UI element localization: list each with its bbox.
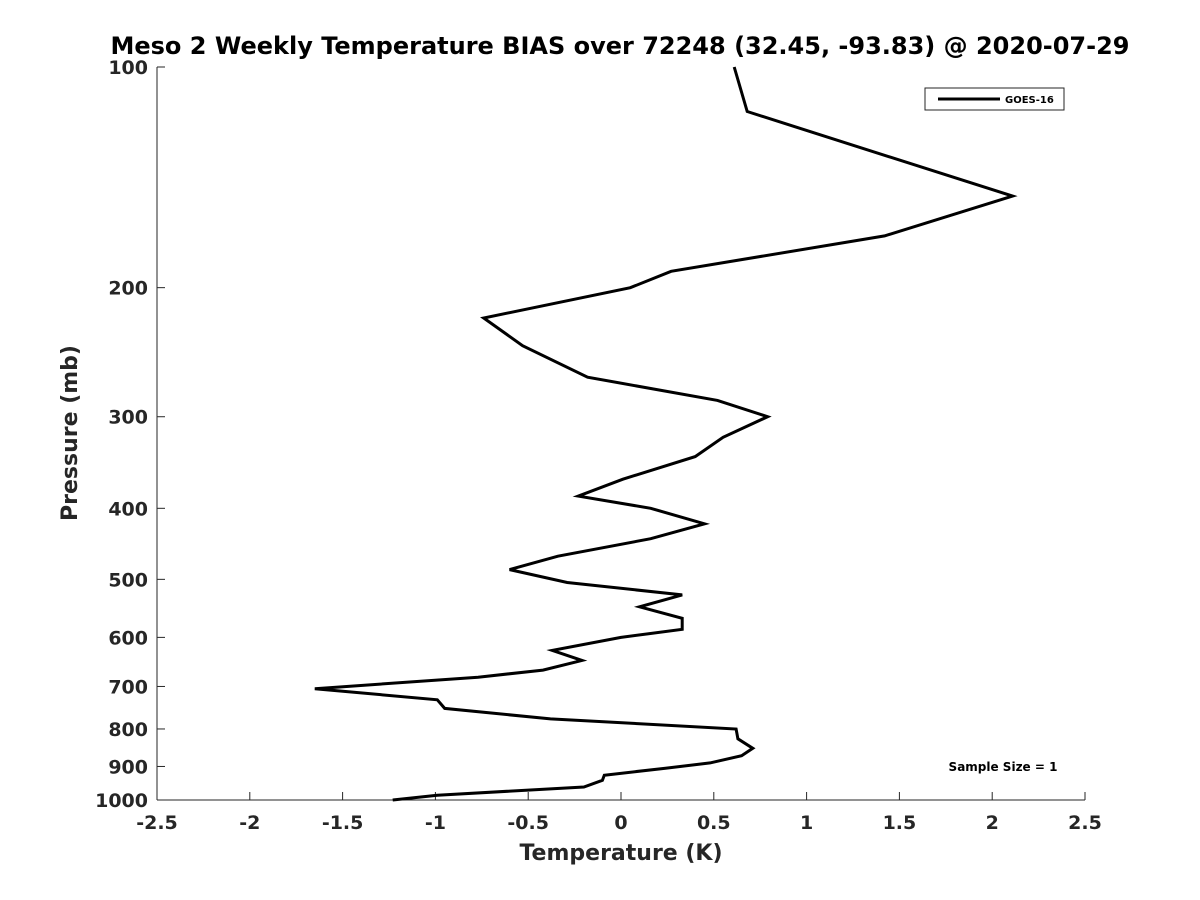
y-tick-label: 700 bbox=[108, 676, 148, 698]
y-tick-label: 400 bbox=[108, 498, 148, 520]
x-tick-label: -0.5 bbox=[507, 812, 549, 834]
x-axis-label: Temperature (K) bbox=[519, 841, 722, 866]
y-tick-label: 900 bbox=[108, 756, 148, 778]
series-layer bbox=[314, 66, 1018, 802]
x-tick-label: 1 bbox=[800, 812, 813, 834]
y-tick-label: 600 bbox=[108, 627, 148, 649]
x-tick-label: -2 bbox=[239, 812, 260, 834]
y-axis-label: Pressure (mb) bbox=[58, 345, 83, 521]
y-tick-label: 300 bbox=[108, 407, 148, 429]
x-tick-label: -1 bbox=[425, 812, 446, 834]
series-line-goes-16 bbox=[314, 66, 1018, 802]
legend: GOES-16 bbox=[924, 87, 1065, 111]
sample-size-annotation: Sample Size = 1 bbox=[949, 760, 1058, 774]
plot-area: -2.5 -2 -1.5 -1 -0.5 0 0.5 1 1.5 2 2.5 100 200 300 40… bbox=[95, 57, 1102, 834]
y-tick-label: 200 bbox=[108, 278, 148, 300]
x-tick-label: 0.5 bbox=[697, 812, 731, 834]
legend-label-goes-16: GOES-16 bbox=[1005, 95, 1054, 106]
x-tick-label: -1.5 bbox=[322, 812, 364, 834]
x-tick-label: -2.5 bbox=[136, 812, 178, 834]
x-ticks: -2.5 -2 -1.5 -1 -0.5 0 0.5 1 1.5 2 2.5 bbox=[136, 792, 1102, 834]
y-tick-label: 100 bbox=[108, 57, 148, 79]
x-tick-label: 2 bbox=[986, 812, 999, 834]
y-tick-label: 1000 bbox=[95, 790, 148, 812]
y-tick-label: 800 bbox=[108, 719, 148, 741]
x-tick-label: 1.5 bbox=[883, 812, 917, 834]
x-tick-label: 0 bbox=[614, 812, 627, 834]
chart-title: Meso 2 Weekly Temperature BIAS over 7224… bbox=[110, 32, 1129, 60]
x-tick-label: 2.5 bbox=[1068, 812, 1102, 834]
y-tick-label: 500 bbox=[108, 569, 148, 591]
y-ticks: 100 200 300 400 500 600 700 800 900 1000 bbox=[95, 57, 165, 812]
